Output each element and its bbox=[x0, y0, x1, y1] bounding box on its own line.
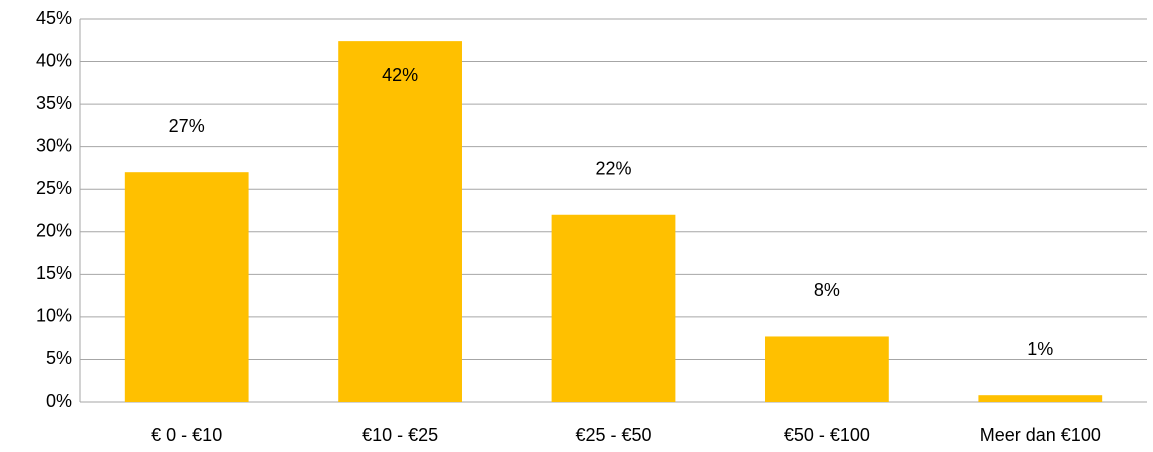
x-tick-label: €50 - €100 bbox=[784, 425, 870, 445]
data-label: 42% bbox=[382, 65, 418, 85]
bar bbox=[765, 336, 889, 402]
data-label: 1% bbox=[1027, 339, 1053, 359]
x-tick-label: €10 - €25 bbox=[362, 425, 438, 445]
x-tick-label: Meer dan €100 bbox=[980, 425, 1101, 445]
x-tick-label: €25 - €50 bbox=[575, 425, 651, 445]
data-label: 22% bbox=[595, 159, 631, 179]
y-tick-label: 0% bbox=[46, 391, 72, 411]
bar bbox=[124, 172, 249, 402]
y-tick-label: 10% bbox=[36, 306, 72, 326]
y-tick-label: 5% bbox=[46, 348, 72, 368]
data-label: 8% bbox=[814, 280, 840, 300]
y-tick-label: 30% bbox=[36, 135, 72, 155]
y-tick-label: 20% bbox=[36, 221, 72, 241]
y-tick-label: 15% bbox=[36, 263, 72, 283]
y-tick-label: 25% bbox=[36, 178, 72, 198]
bar bbox=[551, 214, 676, 402]
bar bbox=[338, 41, 462, 403]
y-tick-label: 45% bbox=[36, 8, 72, 28]
x-tick-label: € 0 - €10 bbox=[151, 425, 222, 445]
y-tick-label: 40% bbox=[36, 50, 72, 70]
bar bbox=[978, 395, 1103, 402]
data-label: 27% bbox=[169, 116, 205, 136]
y-tick-label: 35% bbox=[36, 93, 72, 113]
